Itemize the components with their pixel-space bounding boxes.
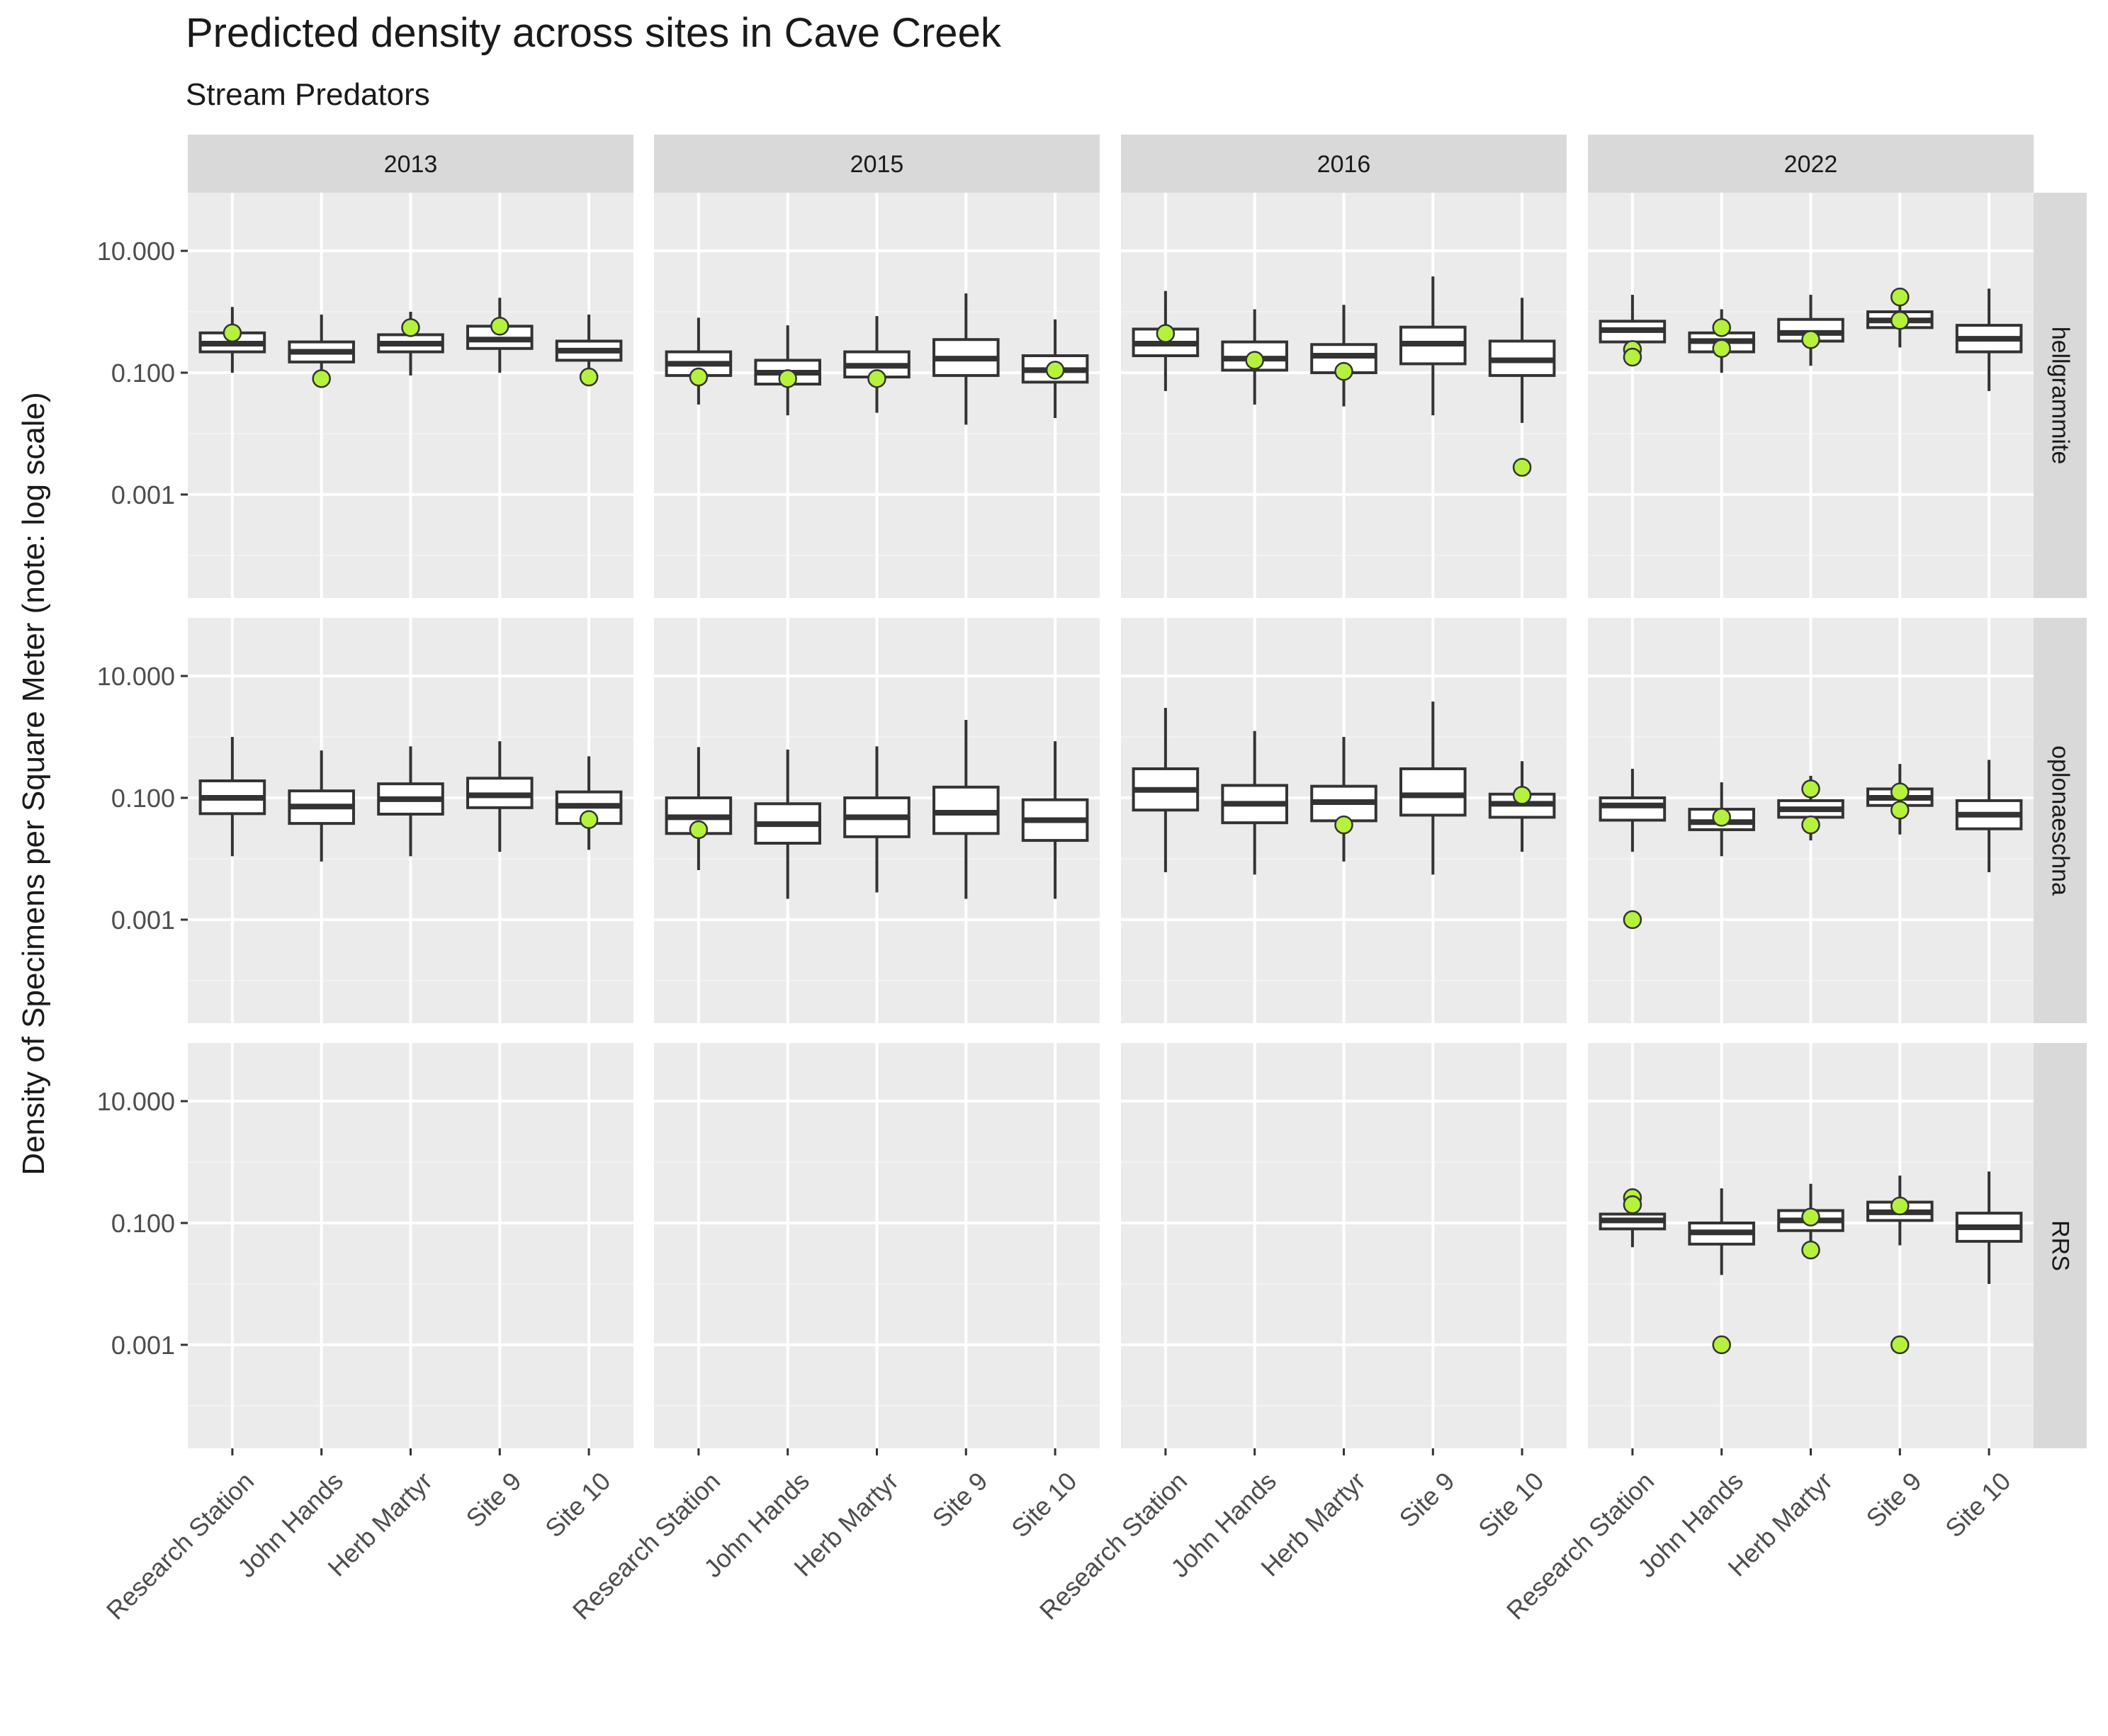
column-strip-label-2013: 2013 <box>384 151 438 178</box>
column-strip-label-2016: 2016 <box>1317 151 1371 178</box>
observed-point-hellgrammite-2013-site-9 <box>490 317 509 336</box>
observed-point-oplonaeschna-2015-research-station <box>689 820 709 840</box>
observed-point-oplonaeschna-2013-site-10 <box>579 810 599 829</box>
observed-point-hellgrammite-2013-research-station <box>222 323 242 343</box>
y-tick-label: 10.000 <box>97 237 175 266</box>
row-strip-hellgrammite <box>2034 193 2087 598</box>
column-strip-label-2015: 2015 <box>850 151 904 178</box>
observed-point-oplonaeschna-2022-site-9 <box>1890 782 1910 801</box>
observed-point-oplonaeschna-2022-research-station <box>1623 910 1642 930</box>
observed-point-hellgrammite-2016-herb-martyr <box>1334 361 1353 381</box>
boxplot-oplonaeschna-2013-research-station <box>198 737 266 857</box>
observed-point-hellgrammite-2015-site-10 <box>1045 361 1065 380</box>
boxplot-hellgrammite-2016-site-10 <box>1488 298 1556 423</box>
boxplot-oplonaeschna-2015-site-9 <box>932 720 1000 899</box>
boxplot-oplonaeschna-2013-john-hands <box>288 750 355 862</box>
boxplot-hellgrammite-2022-site-10 <box>1955 288 2023 391</box>
boxplot-oplonaeschna-2015-site-10 <box>1021 741 1089 899</box>
y-tick-label: 10.000 <box>97 662 175 691</box>
observed-point-hellgrammite-2022-john-hands <box>1712 339 1731 359</box>
observed-point-hellgrammite-2015-research-station <box>689 367 709 387</box>
observed-point-rrs-2022-site-9 <box>1890 1196 1910 1216</box>
observed-point-hellgrammite-2016-site-10 <box>1512 458 1532 477</box>
observed-point-oplonaeschna-2016-herb-martyr <box>1334 815 1353 835</box>
chart-title: Predicted density across sites in Cave C… <box>186 10 1002 56</box>
observed-point-oplonaeschna-2022-john-hands <box>1712 808 1731 827</box>
boxplot-hellgrammite-2015-site-9 <box>932 293 1000 425</box>
boxplot-oplonaeschna-2022-research-station <box>1599 768 1667 852</box>
row-strip-oplonaeschna <box>2034 618 2087 1023</box>
column-strip-2016 <box>1121 135 1567 193</box>
y-tick-label: 0.001 <box>111 906 175 935</box>
column-strip-label-2022: 2022 <box>1784 151 1838 178</box>
observed-point-hellgrammite-2022-site-9 <box>1890 311 1910 330</box>
observed-point-oplonaeschna-2022-site-9 <box>1890 800 1910 820</box>
observed-point-oplonaeschna-2016-site-10 <box>1512 786 1532 805</box>
boxplot-oplonaeschna-2016-herb-martyr <box>1310 737 1377 862</box>
observed-point-hellgrammite-2016-research-station <box>1156 324 1176 343</box>
boxplot-hellgrammite-2016-site-9 <box>1399 276 1467 416</box>
box-iqr <box>1399 767 1467 817</box>
boxplot-rrs-2022-research-station <box>1599 1193 1667 1248</box>
column-strip-2015 <box>654 135 1100 193</box>
observed-point-hellgrammite-2022-site-9 <box>1890 287 1910 307</box>
boxplot-oplonaeschna-2016-site-9 <box>1399 701 1467 875</box>
boxplot-oplonaeschna-2022-site-10 <box>1955 760 2023 873</box>
row-strip-label-rrs: RRS <box>2047 1220 2074 1271</box>
boxplot-hellgrammite-2013-site-9 <box>466 298 534 373</box>
observed-point-rrs-2022-herb-martyr <box>1801 1240 1820 1260</box>
row-strip-rrs <box>2034 1043 2087 1448</box>
observed-point-rrs-2022-john-hands <box>1712 1335 1731 1355</box>
box-iqr <box>1599 796 1667 822</box>
row-strip-label-oplonaeschna: oplonaeschna <box>2047 745 2074 896</box>
observed-point-oplonaeschna-2022-herb-martyr <box>1801 815 1820 835</box>
boxplot-oplonaeschna-2013-site-9 <box>466 741 534 852</box>
boxplot-oplonaeschna-2016-john-hands <box>1221 731 1288 875</box>
observed-point-hellgrammite-2022-research-station <box>1623 347 1642 367</box>
y-tick-label: 0.100 <box>111 359 175 388</box>
y-tick-label: 0.100 <box>111 784 175 813</box>
boxplot-rrs-2022-site-10 <box>1955 1171 2023 1284</box>
boxplot-hellgrammite-2016-herb-martyr <box>1310 305 1377 407</box>
observed-point-rrs-2022-site-9 <box>1890 1335 1910 1355</box>
observed-point-hellgrammite-2013-john-hands <box>312 369 331 388</box>
column-strip-2022 <box>1588 135 2034 193</box>
row-strip-label-hellgrammite: hellgrammite <box>2047 327 2074 465</box>
boxplot-oplonaeschna-2015-john-hands <box>754 749 821 899</box>
observed-point-hellgrammite-2022-herb-martyr <box>1801 329 1820 349</box>
plot-area: 2013 2015 2016 2022 hellgrammite oplonaeschna… <box>97 135 2087 1625</box>
observed-point-rrs-2022-herb-martyr <box>1801 1207 1820 1227</box>
observed-point-oplonaeschna-2022-herb-martyr <box>1801 779 1820 799</box>
observed-point-hellgrammite-2013-herb-martyr <box>401 318 420 337</box>
observed-point-hellgrammite-2013-site-10 <box>579 367 599 387</box>
y-tick-label: 0.001 <box>111 1331 175 1360</box>
observed-point-hellgrammite-2016-john-hands <box>1245 351 1264 370</box>
y-tick-label: 0.100 <box>111 1209 175 1238</box>
boxplot-oplonaeschna-2015-herb-martyr <box>843 746 911 893</box>
boxplot-oplonaeschna-2016-research-station <box>1132 707 1200 873</box>
observed-point-rrs-2022-research-station <box>1623 1195 1642 1214</box>
boxplot-hellgrammite-2013-john-hands <box>288 314 355 387</box>
y-tick-label: 0.001 <box>111 480 175 509</box>
chart-subtitle: Stream Predators <box>186 77 430 112</box>
column-strip-2013 <box>188 135 633 193</box>
observed-point-hellgrammite-2022-john-hands <box>1712 318 1731 337</box>
observed-point-hellgrammite-2015-john-hands <box>778 369 797 388</box>
boxplot-oplonaeschna-2013-herb-martyr <box>377 746 444 857</box>
y-tick-label: 10.000 <box>97 1087 175 1116</box>
y-axis-label: Density of Specimens per Square Meter (n… <box>16 392 51 1175</box>
boxplot-hellgrammite-2022-research-station <box>1599 295 1667 350</box>
boxplot-rrs-2022-john-hands <box>1688 1188 1755 1275</box>
observed-point-hellgrammite-2015-herb-martyr <box>867 369 886 388</box>
